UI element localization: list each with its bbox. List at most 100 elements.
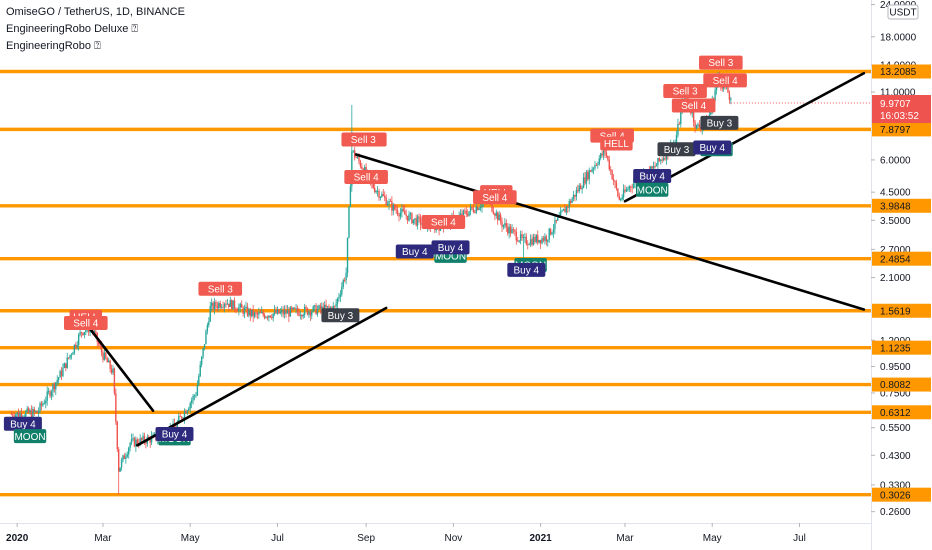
signal-text-26: Buy 3 bbox=[707, 118, 733, 129]
candle-body-261 bbox=[384, 195, 386, 198]
candle-body-167 bbox=[249, 309, 251, 316]
candle-body-143 bbox=[215, 301, 217, 307]
last-price-countdown: 16:03:52 bbox=[880, 111, 919, 122]
candle-body-326 bbox=[476, 206, 479, 210]
candle-body-393 bbox=[572, 194, 575, 199]
currency-badge[interactable]: USDT bbox=[887, 4, 919, 20]
candle-body-168 bbox=[251, 309, 253, 316]
candle-body-381 bbox=[555, 219, 558, 221]
candle-body-40 bbox=[67, 357, 70, 359]
candle-body-322 bbox=[471, 206, 473, 209]
signal-text-30: Sell 4 bbox=[713, 76, 738, 87]
currency-label: USDT bbox=[889, 8, 916, 19]
candle-body-267 bbox=[392, 204, 395, 211]
candle-body-468 bbox=[680, 111, 682, 125]
candle-body-0 bbox=[10, 414, 13, 416]
candle-body-345 bbox=[504, 223, 506, 225]
candle-body-145 bbox=[218, 303, 220, 309]
candle-body-75 bbox=[118, 449, 120, 472]
candle-body-392 bbox=[571, 198, 573, 203]
signal-label-9: Sell 3 bbox=[341, 132, 386, 147]
candle-body-65 bbox=[103, 352, 106, 360]
signal-label-25: Sell 4 bbox=[671, 98, 716, 113]
candle-body-277 bbox=[406, 215, 409, 221]
candle-body-127 bbox=[192, 395, 194, 401]
candle-body-453 bbox=[658, 158, 661, 161]
candle-body-451 bbox=[655, 165, 658, 167]
signal-label-24: Sell 3 bbox=[663, 83, 707, 98]
candle-body-214 bbox=[316, 308, 319, 315]
candle-body-367 bbox=[535, 235, 538, 242]
candle-body-171 bbox=[255, 312, 257, 314]
candle-body-398 bbox=[579, 185, 582, 190]
candle-body-448 bbox=[651, 166, 653, 169]
candle-body-176 bbox=[262, 311, 264, 315]
candle-body-202 bbox=[299, 315, 302, 316]
candle-body-51 bbox=[83, 332, 86, 335]
candle-body-359 bbox=[524, 236, 526, 238]
signal-box-20 bbox=[600, 136, 633, 151]
indicator-legend-1[interactable]: EngineeringRobo Deluxe ⍰ bbox=[6, 23, 138, 35]
candle-body-235 bbox=[346, 237, 349, 273]
candle-body-479 bbox=[695, 124, 698, 128]
candle-body-217 bbox=[321, 306, 323, 310]
candle-body-69 bbox=[109, 360, 111, 369]
candle-body-45 bbox=[75, 344, 77, 348]
candle-body-466 bbox=[677, 123, 679, 136]
candle-body-82 bbox=[128, 447, 130, 455]
signal-label-0: Buy 4 bbox=[3, 416, 42, 431]
candle-body-79 bbox=[123, 455, 126, 459]
candle-body-325 bbox=[475, 206, 477, 213]
candle-body-503 bbox=[730, 98, 732, 100]
signal-box-22 bbox=[635, 182, 669, 197]
candle-body-195 bbox=[289, 307, 292, 317]
y-tick-label-7: 2.7000 bbox=[880, 245, 911, 256]
x-tick-label-6: 2021 bbox=[529, 533, 552, 544]
signal-text-29: Sell 3 bbox=[708, 58, 733, 69]
candle-body-258 bbox=[379, 196, 382, 198]
candle-body-372 bbox=[542, 238, 545, 241]
candle-body-426 bbox=[620, 199, 622, 201]
candle-body-4 bbox=[16, 412, 18, 415]
candle-body-408 bbox=[594, 164, 596, 169]
indicator-legend-2[interactable]: EngineeringRobo ⍰ bbox=[6, 40, 101, 52]
time-axis[interactable]: 2020 Mar May Jul Sep Nov 2021 Mar May Jul bbox=[6, 523, 806, 544]
candle-body-357 bbox=[521, 234, 523, 238]
candle-body-245 bbox=[361, 166, 363, 169]
x-tick-label-5: Nov bbox=[444, 533, 462, 544]
candle-body-321 bbox=[469, 206, 472, 212]
level-label-text-2: 3.9848 bbox=[880, 201, 911, 212]
level-label-text-0: 13.2085 bbox=[880, 67, 917, 78]
candle-body-77 bbox=[120, 460, 123, 468]
candle-body-379 bbox=[552, 229, 555, 233]
signal-box-1 bbox=[13, 429, 47, 444]
candle-body-399 bbox=[581, 187, 583, 190]
y-tick-label-4: 6.0000 bbox=[880, 155, 911, 166]
candle-body-81 bbox=[126, 454, 128, 457]
candle-body-58 bbox=[93, 331, 96, 333]
candle-body-173 bbox=[258, 312, 260, 315]
signal-text-7: Buy 3 bbox=[328, 311, 354, 322]
candle-body-389 bbox=[567, 206, 569, 208]
candle-body-151 bbox=[226, 303, 229, 305]
candle-body-336 bbox=[491, 201, 493, 212]
candle-body-299 bbox=[438, 227, 440, 231]
candle-body-14 bbox=[30, 410, 33, 418]
candle-body-29 bbox=[52, 384, 54, 392]
signal-box-24 bbox=[663, 83, 707, 98]
signal-text-6: Sell 3 bbox=[208, 284, 233, 295]
candle-body-160 bbox=[239, 304, 241, 308]
level-label-7: 0.6312 bbox=[872, 405, 931, 420]
candle-body-207 bbox=[306, 308, 309, 315]
candle-body-204 bbox=[302, 314, 304, 317]
candle-body-215 bbox=[318, 305, 320, 309]
candle-body-264 bbox=[388, 201, 390, 205]
candle-body-363 bbox=[529, 239, 532, 245]
signal-label-21: Buy 4 bbox=[633, 168, 672, 183]
signal-box-6 bbox=[198, 281, 243, 296]
candle-body-435 bbox=[632, 183, 635, 188]
candle-body-141 bbox=[212, 302, 214, 310]
candle-body-182 bbox=[271, 317, 273, 319]
candle-body-337 bbox=[492, 211, 495, 214]
